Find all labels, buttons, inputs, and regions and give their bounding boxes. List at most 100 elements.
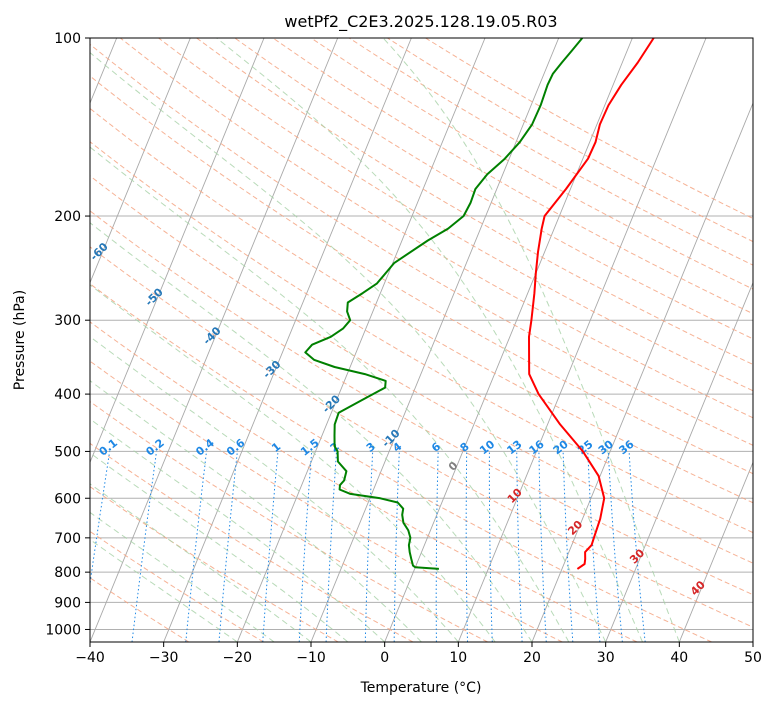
mixing-ratio-label: 20 — [551, 437, 571, 457]
dry-adiabat-line — [90, 400, 488, 642]
dry-adiabat-line — [158, 38, 753, 392]
isotherm-label: -40 — [200, 324, 223, 347]
mixing-ratio-label: 10 — [477, 437, 497, 457]
mixing-ratio-line — [435, 451, 439, 642]
x-tick-label: −10 — [296, 650, 326, 666]
moist-adiabat-line — [382, 38, 680, 642]
mixing-ratio-label: 30 — [596, 437, 616, 457]
moist-adiabat-line — [216, 38, 643, 642]
dry-adiabat-line — [90, 486, 339, 642]
x-tick-label: 30 — [597, 650, 615, 666]
y-tick-label: 200 — [54, 209, 81, 225]
dry-adiabat-line — [90, 530, 264, 642]
mixing-ratio-line — [131, 451, 157, 642]
mixing-ratio-label: 6 — [429, 440, 443, 455]
mixing-ratio-label: 8 — [458, 440, 472, 455]
moist-adiabat-label: 10 — [505, 486, 525, 506]
dry-adiabat-line — [348, 38, 753, 266]
y-axis-title: Pressure (hPa) — [12, 290, 28, 390]
y-tick-label: 500 — [54, 444, 81, 460]
mixing-ratio-line — [262, 451, 279, 642]
isotherm-line — [310, 38, 560, 642]
x-tick-label: −20 — [223, 650, 253, 666]
isotherm-line — [457, 38, 707, 642]
dry-adiabat-line — [90, 246, 753, 628]
x-tick-label: 10 — [449, 650, 467, 666]
dry-adiabat-line — [90, 360, 563, 642]
isotherm-line — [384, 38, 633, 642]
mixing-ratio-line — [488, 451, 493, 642]
dry-adiabat-line — [90, 175, 753, 564]
mixing-ratio-line — [364, 451, 374, 642]
isotherm-line — [605, 281, 753, 642]
moist-adiabat-label: 40 — [688, 578, 708, 598]
x-tick-label: 0 — [380, 650, 389, 666]
dewpoint-profile — [304, 38, 584, 570]
y-tick-label: 600 — [54, 491, 81, 507]
mixing-ratio-label: 1.5 — [298, 436, 321, 458]
moist-adiabat-line — [90, 483, 312, 642]
moist-adiabat-line — [90, 284, 496, 642]
dry-adiabat-line — [90, 43, 753, 446]
dry-adiabat-line — [196, 38, 753, 366]
temperature-profile — [528, 38, 655, 570]
isotherm-line — [236, 38, 486, 642]
moist-adiabat-line — [90, 539, 238, 642]
x-tick-label: −40 — [75, 650, 105, 666]
isotherm-line — [678, 461, 753, 642]
isotherm-line — [90, 38, 191, 284]
y-tick-label: 400 — [54, 387, 81, 403]
mixing-ratio-line — [185, 451, 207, 642]
mixing-ratio-label: 13 — [505, 438, 525, 458]
x-tick-label: 40 — [670, 650, 688, 666]
dry-adiabat-line — [119, 38, 753, 419]
y-tick-label: 100 — [54, 31, 81, 47]
y-tick-label: 700 — [54, 531, 81, 547]
moist-adiabat-label: 20 — [565, 518, 585, 538]
moist-adiabat-line — [90, 51, 607, 642]
mixing-ratio-label: 0.2 — [143, 436, 166, 458]
isotherm-line — [90, 38, 265, 464]
mixing-ratio-line — [298, 451, 313, 642]
dry-adiabat-line — [90, 321, 638, 642]
mixing-ratio-label: 16 — [527, 437, 547, 457]
isotherm-label: -70 — [33, 193, 56, 216]
mixing-ratio-label: 3 — [364, 440, 378, 455]
mixing-ratio-label: 1 — [269, 440, 283, 455]
y-tick-label: 1000 — [45, 623, 81, 639]
moist-adiabat-line — [90, 418, 386, 642]
x-tick-label: 20 — [523, 650, 541, 666]
dry-adiabat-line — [90, 141, 753, 534]
x-tick-label: −30 — [149, 650, 179, 666]
mixing-ratio-label: 36 — [617, 437, 637, 457]
dry-adiabat-line — [310, 38, 753, 290]
dry-adiabat-line — [425, 38, 753, 220]
x-tick-label: 50 — [744, 650, 762, 666]
isotherm-label: -50 — [143, 285, 166, 308]
isotherm-line — [752, 640, 753, 642]
plot-frame — [89, 37, 754, 643]
mixing-ratio-label: 0.6 — [224, 436, 248, 458]
moist-adiabat-line — [90, 511, 275, 642]
moist-adiabat-line — [90, 452, 349, 642]
isotherm-line — [531, 101, 753, 642]
dry-adiabat-line — [90, 283, 712, 642]
y-tick-label: 300 — [54, 313, 81, 329]
dry-adiabat-line — [234, 38, 753, 340]
moist-adiabat-line — [90, 146, 570, 642]
mixing-ratio-label: 0.1 — [97, 436, 120, 458]
mixing-ratio-line — [218, 451, 238, 642]
mixing-ratio-line — [538, 451, 547, 642]
chart-title: wetPf2_C2E3.2025.128.19.05.R03 — [284, 12, 557, 32]
y-tick-label: 900 — [54, 595, 81, 611]
mixing-ratio-line — [325, 451, 337, 642]
dry-adiabat-line — [90, 210, 753, 596]
moist-adiabat-line — [90, 222, 533, 642]
moist-adiabat-line — [90, 380, 422, 642]
mixing-ratio-label: 0.4 — [193, 436, 217, 458]
y-tick-label: 800 — [54, 565, 81, 581]
mixing-ratio-line — [90, 451, 111, 587]
moist-adiabat-label: 30 — [627, 546, 647, 566]
